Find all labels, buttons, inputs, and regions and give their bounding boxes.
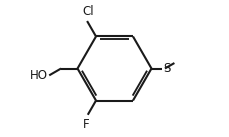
Text: F: F bbox=[83, 118, 90, 131]
Text: Cl: Cl bbox=[82, 5, 94, 18]
Text: S: S bbox=[163, 62, 171, 75]
Text: HO: HO bbox=[30, 69, 48, 82]
